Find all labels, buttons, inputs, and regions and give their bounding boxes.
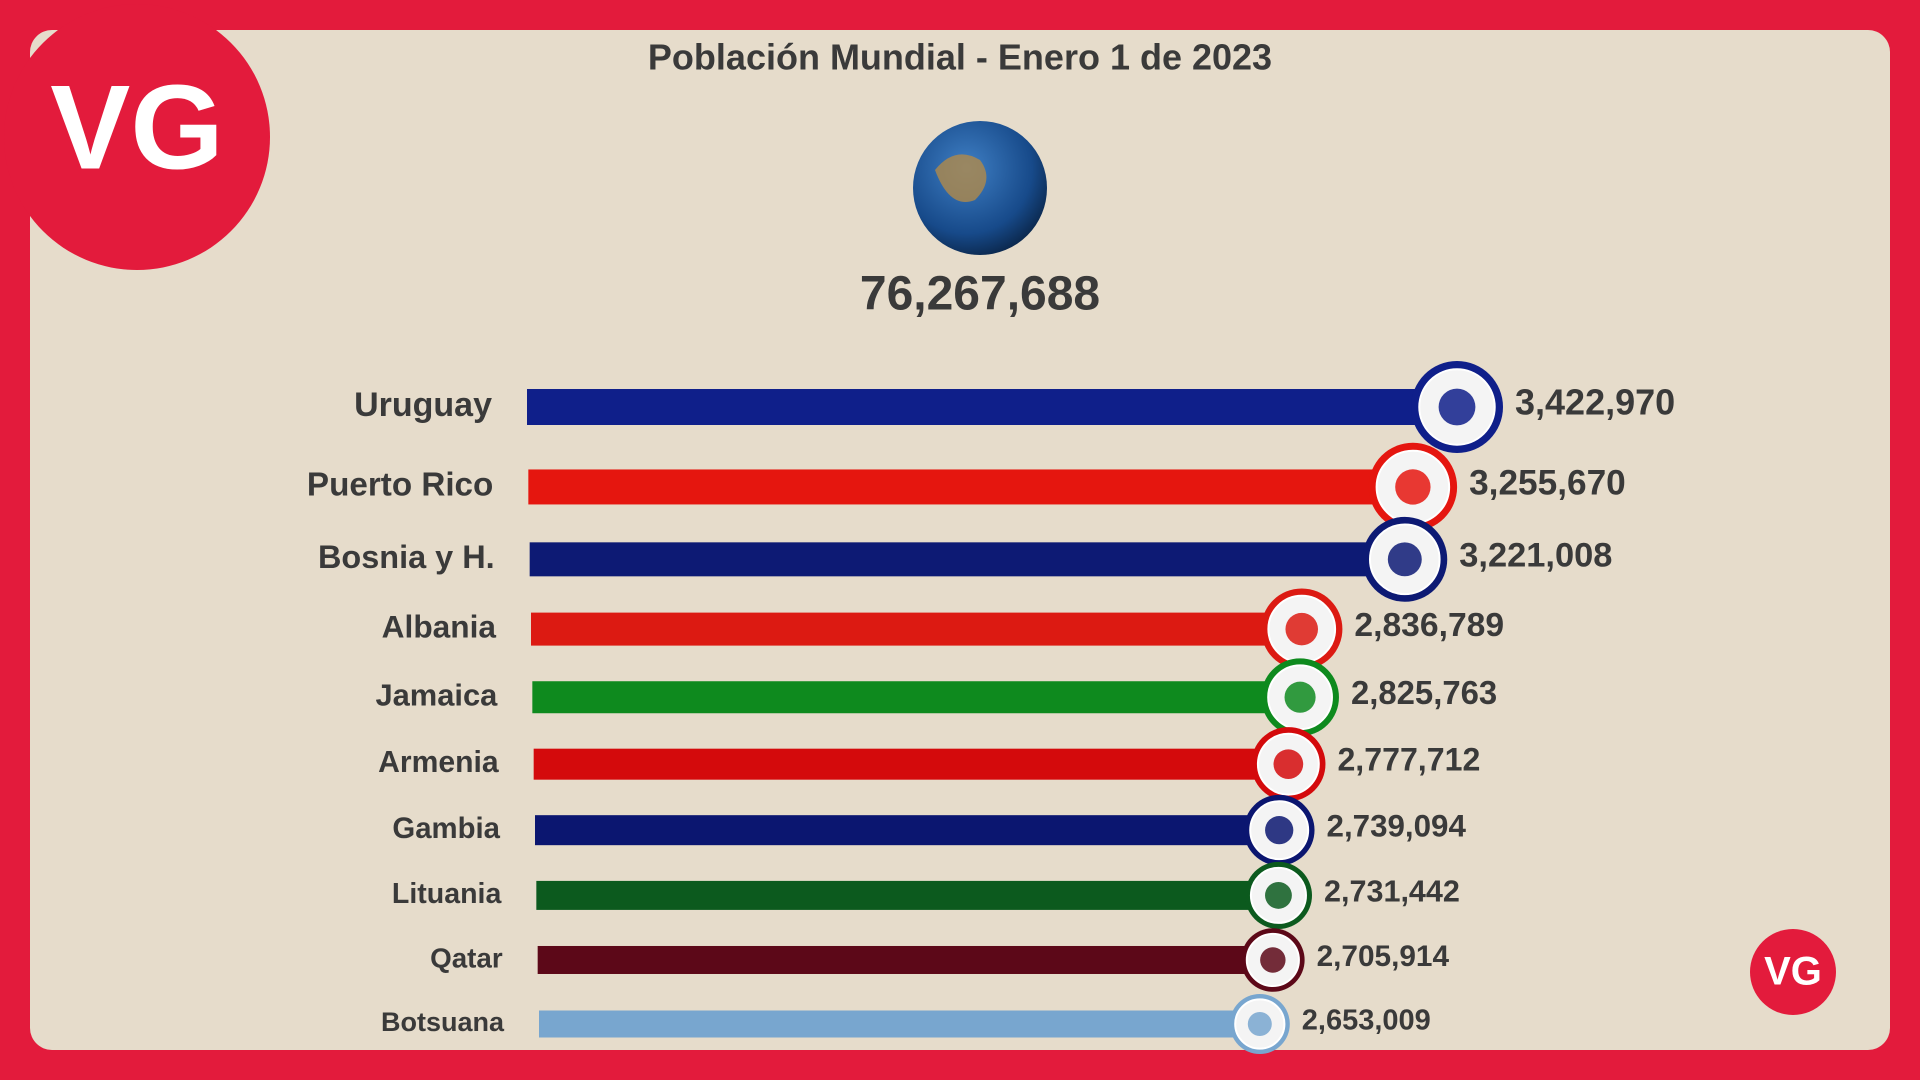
logo-badge [4,4,270,270]
value-label: 2,836,789 [1354,607,1504,644]
bar [528,469,1413,505]
value-label: 2,777,712 [1337,742,1480,778]
globe-land [935,154,987,202]
category-label: Uruguay [354,386,492,424]
category-label: Botsuana [381,1007,505,1037]
value-label: 2,705,914 [1317,940,1450,973]
bar [531,612,1302,646]
bar [533,748,1289,780]
logo-text: VG [50,61,223,195]
logo-small-text: VG [1764,950,1822,994]
value-label: 2,825,763 [1351,674,1497,711]
logo-small [1750,929,1836,1015]
value-label: 3,221,008 [1459,536,1612,574]
flag-center [1438,388,1476,426]
bar [539,1010,1260,1038]
category-label: Gambia [392,812,500,845]
flag-center [1387,542,1422,577]
category-label: Albania [382,608,497,644]
flag-center [1395,469,1431,505]
bar [532,681,1301,714]
category-label: Qatar [430,942,503,973]
panel [30,30,1890,1050]
category-label: Bosnia y H. [318,539,495,575]
category-label: Jamaica [375,677,498,712]
value-label: 2,653,009 [1302,1005,1431,1037]
bar [537,945,1273,974]
category-label: Armenia [378,746,499,779]
value-label: 3,422,970 [1515,382,1675,423]
flag-center [1260,947,1286,973]
bar [529,542,1405,577]
total: 76,267,688 [860,268,1100,321]
flag-center [1265,881,1292,909]
category-label: Puerto Rico [307,467,493,504]
flag-center [1285,612,1319,646]
flag-center [1247,1012,1272,1036]
bar [536,880,1279,910]
category-label: Lituania [392,878,503,910]
bar [535,815,1280,846]
flag-center [1284,681,1316,713]
flag-center [1273,749,1304,780]
value-label: 3,255,670 [1469,463,1626,502]
flag-center [1265,816,1294,845]
value-label: 2,739,094 [1327,808,1467,843]
value-label: 2,731,442 [1324,874,1460,908]
bar [527,389,1457,425]
chart-title: Población Mundial - Enero 1 de 2023 [648,37,1272,78]
